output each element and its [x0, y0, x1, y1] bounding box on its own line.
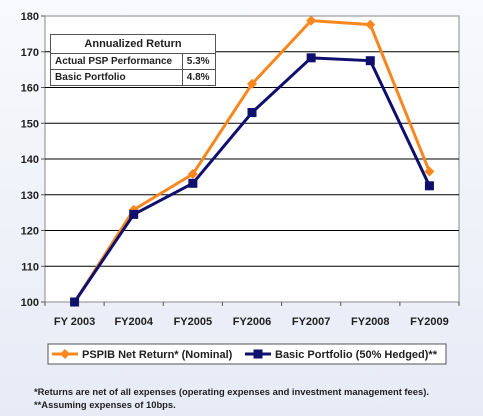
legend-swatch-marker: [253, 349, 263, 359]
x-tick-label: FY2009: [410, 316, 449, 328]
data-point: [424, 181, 434, 191]
y-tick-label: 170: [21, 47, 39, 59]
y-tick-label: 110: [21, 261, 39, 273]
x-tick-label: FY2007: [292, 316, 331, 328]
y-tick-label: 140: [21, 154, 39, 166]
y-tick-label: 130: [21, 190, 39, 202]
x-tick-label: FY2008: [351, 316, 390, 328]
row-label: Basic Portfolio: [50, 69, 183, 86]
data-point: [365, 56, 375, 66]
footnote-returns: *Returns are net of all expenses (operat…: [34, 386, 429, 397]
y-axis-ticks: 100 110 120 130 140 150 160 170 180: [21, 11, 45, 309]
y-tick-label: 160: [21, 83, 39, 95]
data-point: [247, 108, 257, 118]
legend: PSPIB Net Return* (Nominal) Basic Portfol…: [47, 343, 447, 365]
data-point: [187, 169, 198, 180]
x-axis-ticks: FY 2003 FY2004 FY2005 FY2006 FY2007 FY2008 FY2…: [44, 302, 460, 328]
y-tick-label: 150: [21, 118, 39, 130]
table-row: Actual PSP Performance 5.3%: [50, 53, 217, 70]
data-point: [306, 15, 317, 26]
table-row: Basic Portfolio 4.8%: [50, 69, 217, 86]
series-lines: [69, 15, 435, 307]
row-value: 4.8%: [181, 69, 217, 86]
data-point: [129, 209, 139, 219]
legend-label: PSPIB Net Return* (Nominal): [82, 349, 233, 361]
data-point: [365, 19, 376, 30]
row-label: Actual PSP Performance: [50, 53, 183, 70]
data-point: [306, 53, 316, 63]
data-point: [247, 78, 257, 89]
y-tick-label: 100: [21, 297, 39, 309]
annualized-return-title: Annualized Return: [50, 34, 216, 54]
x-tick-label: FY2005: [174, 316, 213, 328]
legend-label: Basic Portfolio (50% Hedged)**: [275, 349, 438, 361]
data-point: [188, 178, 198, 188]
x-tick-label: FY2006: [233, 316, 272, 328]
legend-swatch-marker: [60, 349, 70, 359]
row-value: 5.3%: [181, 53, 217, 70]
x-tick-label: FY 2003: [54, 316, 95, 328]
x-tick-label: FY2004: [114, 316, 153, 328]
data-point: [70, 297, 80, 307]
data-point: [424, 166, 435, 177]
y-tick-label: 120: [21, 226, 39, 238]
annualized-return-table: Annualized Return Actual PSP Performance…: [50, 34, 217, 86]
footnote-expenses: **Assuming expenses of 10bps.: [34, 399, 176, 410]
y-tick-label: 180: [21, 11, 39, 23]
